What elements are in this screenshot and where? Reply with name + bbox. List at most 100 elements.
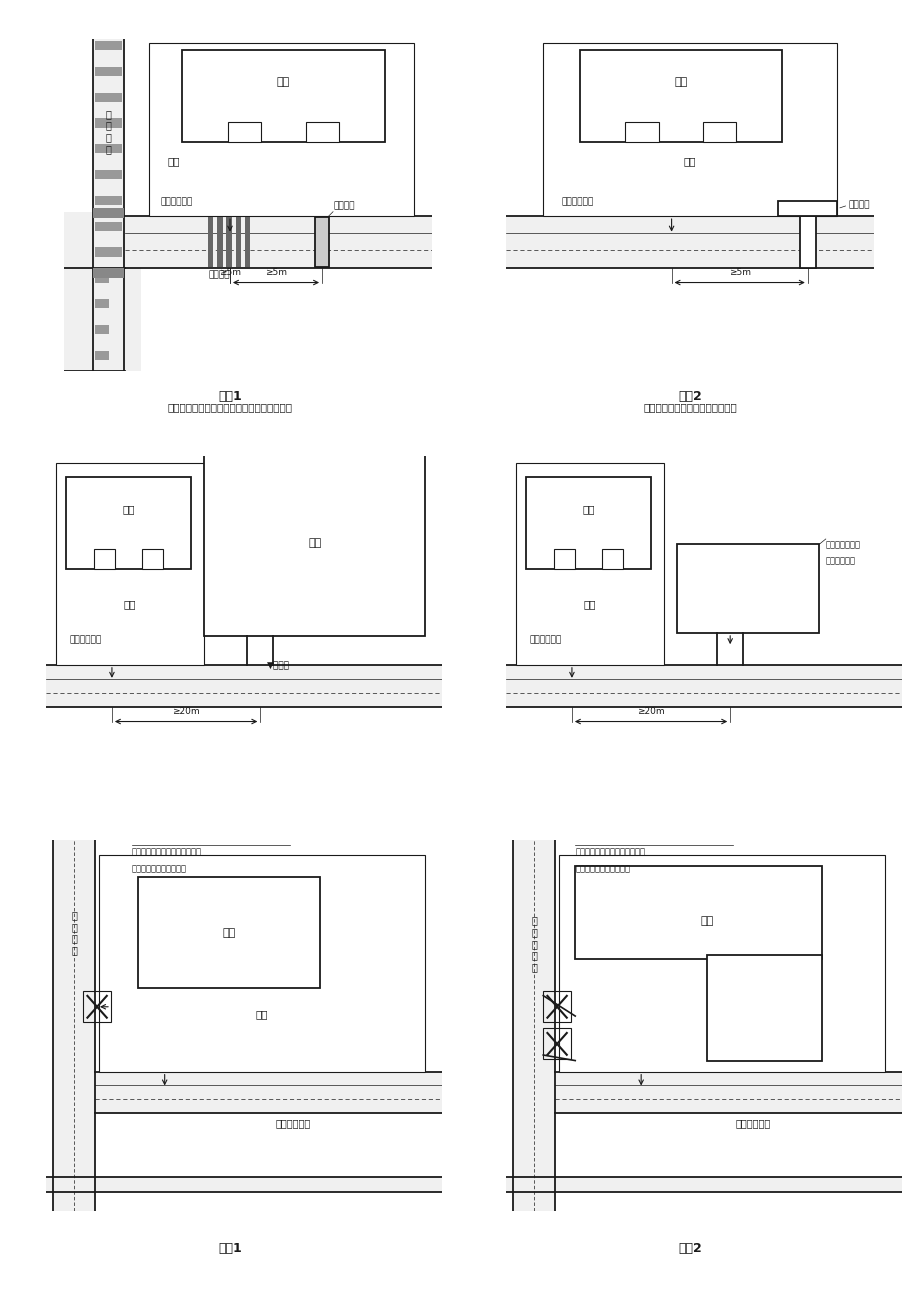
Bar <box>93 207 124 217</box>
Bar <box>95 247 122 256</box>
Text: 机动车出入口: 机动车出入口 <box>528 635 561 644</box>
Bar <box>95 326 122 335</box>
Bar <box>95 145 122 154</box>
Text: 基地机动车出入口与过街天桥距离: 基地机动车出入口与过街天桥距离 <box>642 402 736 411</box>
Bar <box>226 217 232 267</box>
Text: 人行横道: 人行横道 <box>208 271 230 280</box>
Bar <box>125 216 432 268</box>
Bar <box>95 40 122 49</box>
Bar <box>64 268 125 371</box>
Bar <box>95 299 122 309</box>
Text: 建筑: 建筑 <box>222 927 235 937</box>
Text: 建筑: 建筑 <box>122 504 134 514</box>
Bar <box>93 268 124 279</box>
Bar <box>138 878 319 988</box>
Bar <box>505 1177 901 1193</box>
Bar <box>707 954 822 1061</box>
Bar <box>799 216 815 268</box>
Text: 建筑: 建筑 <box>582 504 594 514</box>
Text: 机动车出入口: 机动车出入口 <box>561 197 593 206</box>
Text: 基地: 基地 <box>584 599 596 609</box>
Text: 图示2: 图示2 <box>677 1242 701 1255</box>
Text: 人行地道: 人行地道 <box>333 202 354 211</box>
Text: ▼出入口: ▼出入口 <box>267 661 289 671</box>
Text: 机动车出入口: 机动车出入口 <box>160 197 192 206</box>
Text: ≥20m: ≥20m <box>172 707 199 716</box>
Bar <box>676 544 818 633</box>
Text: 图示2: 图示2 <box>677 855 701 868</box>
Bar <box>95 350 122 361</box>
Text: ≥20m: ≥20m <box>637 707 664 716</box>
Text: 基地: 基地 <box>124 599 136 609</box>
Text: 过街天桥: 过街天桥 <box>847 201 868 210</box>
Bar <box>542 43 836 216</box>
Text: ≥5m: ≥5m <box>219 268 241 277</box>
Bar <box>574 866 822 958</box>
Bar <box>235 217 241 267</box>
Text: 大型、特大型的文化娱乐、商业: 大型、特大型的文化娱乐、商业 <box>574 848 644 857</box>
Bar <box>558 854 884 1072</box>
Bar <box>315 217 328 267</box>
Text: 公园: 公园 <box>308 538 321 548</box>
Bar <box>526 477 651 569</box>
Bar <box>64 212 125 268</box>
Bar <box>182 51 384 142</box>
Text: 城市次干道路: 城市次干道路 <box>276 1118 311 1128</box>
Bar <box>516 462 664 665</box>
Bar <box>83 991 111 1022</box>
Text: 疾人使用建筑: 疾人使用建筑 <box>825 557 855 565</box>
Bar <box>228 122 261 142</box>
Bar <box>602 549 622 569</box>
Bar <box>149 43 414 216</box>
Bar <box>542 1029 571 1060</box>
Text: 图示1: 图示1 <box>218 855 242 868</box>
Bar <box>702 122 736 142</box>
Text: 图示2: 图示2 <box>677 391 701 404</box>
Bar <box>579 51 781 142</box>
Bar <box>94 549 115 569</box>
Text: 基地出入口与学校、儿童及残疾人使用建筑出入口距离: 基地出入口与学校、儿童及残疾人使用建筑出入口距离 <box>618 868 760 878</box>
Bar <box>93 39 124 371</box>
Text: 基地出入口与公园出入口距离: 基地出入口与公园出入口距离 <box>189 868 270 878</box>
Bar <box>56 462 204 665</box>
Bar <box>95 92 122 102</box>
Bar <box>305 122 339 142</box>
Text: 建筑: 建筑 <box>277 77 289 87</box>
Bar <box>46 665 441 707</box>
Text: 图示1: 图示1 <box>218 391 242 404</box>
Text: 基地: 基地 <box>167 156 180 165</box>
Bar <box>625 122 658 142</box>
Bar <box>95 221 122 230</box>
Text: 建筑: 建筑 <box>674 77 686 87</box>
Text: 学校、儿童及残: 学校、儿童及残 <box>825 540 860 549</box>
Text: 机动车出入口: 机动车出入口 <box>69 635 101 644</box>
Text: 城市主干道路: 城市主干道路 <box>735 1118 770 1128</box>
Text: 基地: 基地 <box>255 1009 268 1019</box>
Bar <box>512 840 555 1211</box>
Bar <box>505 665 901 707</box>
Text: 基地: 基地 <box>796 1049 808 1060</box>
Bar <box>142 549 163 569</box>
Bar <box>98 854 425 1072</box>
Bar <box>208 217 213 267</box>
Text: 建筑: 建筑 <box>699 917 713 927</box>
Bar <box>95 171 122 180</box>
Bar <box>542 991 571 1022</box>
Bar <box>46 1177 441 1193</box>
Bar <box>217 217 222 267</box>
Text: 基地: 基地 <box>683 156 696 165</box>
Bar <box>109 268 141 371</box>
Bar <box>52 840 96 1211</box>
Text: ≥5m: ≥5m <box>265 268 287 277</box>
Bar <box>555 1072 901 1112</box>
Text: 大型、特大型的文化娱乐、商业: 大型、特大型的文化娱乐、商业 <box>131 848 201 857</box>
Bar <box>66 477 191 569</box>
Text: 服务、体育、交通等建筑: 服务、体育、交通等建筑 <box>574 865 630 872</box>
Bar <box>95 195 122 206</box>
Bar <box>95 66 122 76</box>
Text: 图示1: 图示1 <box>218 1242 242 1255</box>
Text: 城
市
道
路: 城 市 道 路 <box>106 109 111 154</box>
Bar <box>244 217 250 267</box>
Text: 城
市
主
干
路: 城 市 主 干 路 <box>530 915 537 971</box>
Bar <box>204 449 425 637</box>
